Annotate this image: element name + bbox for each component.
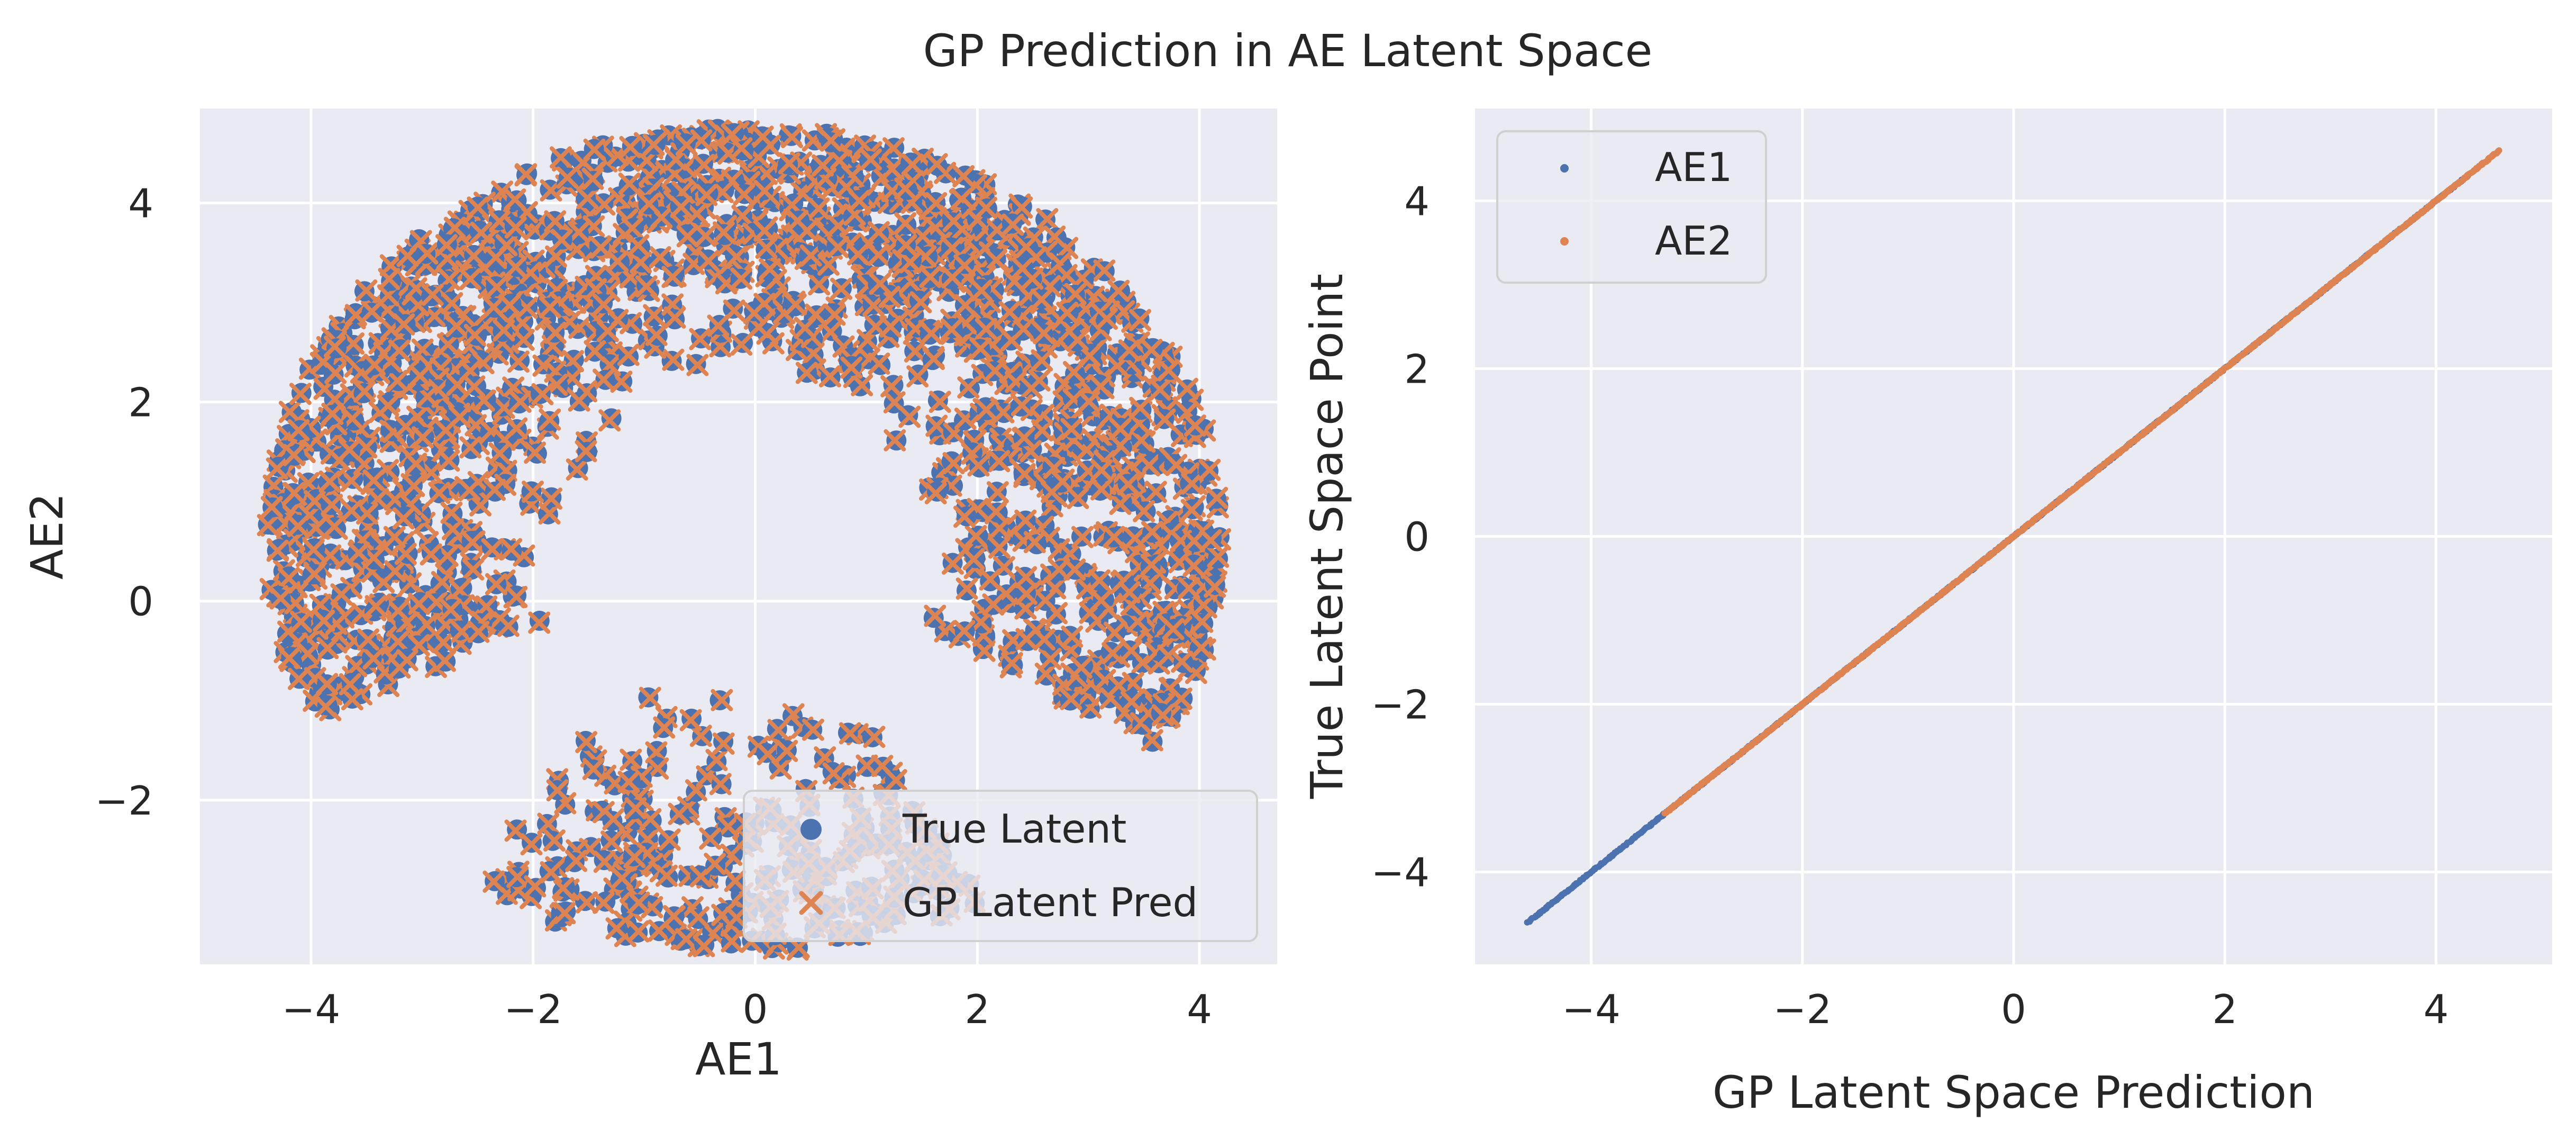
gp-latent-pred-point bbox=[639, 686, 661, 709]
gp-latent-pred-point bbox=[537, 812, 560, 835]
gp-latent-pred-point bbox=[1141, 729, 1163, 752]
gp-latent-pred-point bbox=[507, 350, 530, 373]
gp-latent-pred-point bbox=[904, 340, 926, 363]
gp-latent-pred-point bbox=[316, 637, 339, 659]
gp-latent-pred-point bbox=[925, 414, 948, 437]
gp-latent-pred-point bbox=[1093, 259, 1116, 282]
gp-latent-pred-point bbox=[1109, 493, 1132, 515]
latent-scatter-x-ticks: −4 −2 0 2 4 bbox=[282, 986, 1212, 1033]
gp-latent-pred-point bbox=[694, 224, 717, 247]
gp-latent-pred-point bbox=[362, 469, 385, 492]
latent-scatter-y-tick-label: 0 bbox=[128, 578, 153, 625]
gp-latent-pred-point bbox=[1031, 349, 1053, 372]
gp-latent-pred-point bbox=[619, 266, 642, 289]
gp-latent-pred-point bbox=[808, 273, 831, 296]
gp-latent-pred-point bbox=[257, 514, 279, 537]
gp-latent-pred-point bbox=[867, 243, 890, 266]
latent-scatter-x-tick-label: −4 bbox=[282, 986, 341, 1033]
gp-latent-pred-point bbox=[593, 368, 615, 391]
gp-latent-pred-point bbox=[461, 531, 484, 554]
latent-scatter-x-tick-label: −2 bbox=[504, 986, 562, 1033]
gp-latent-pred-point bbox=[730, 333, 753, 356]
gp-latent-pred-point bbox=[610, 370, 633, 393]
legend-marker-true-latent bbox=[800, 819, 822, 840]
gp-latent-pred-point bbox=[884, 429, 906, 451]
gp-latent-pred-point bbox=[433, 649, 456, 672]
gp-latent-pred-point bbox=[942, 452, 965, 475]
latent-scatter-y-tick-label: 2 bbox=[128, 379, 153, 426]
gp-latent-pred-point bbox=[639, 808, 662, 830]
gp-latent-pred-point bbox=[436, 544, 459, 567]
figure-title: GP Prediction in AE Latent Space bbox=[923, 25, 1653, 77]
gp-latent-pred-point bbox=[515, 163, 538, 186]
latent-scatter-y-tick-label: −2 bbox=[95, 778, 153, 824]
gp-latent-pred-point bbox=[868, 221, 890, 243]
gp-latent-pred-point bbox=[818, 365, 841, 387]
gp-latent-pred-point bbox=[687, 906, 709, 929]
gp-latent-pred-point bbox=[711, 689, 733, 711]
gp-latent-pred-point bbox=[582, 758, 605, 780]
legend-label-true-latent: True Latent bbox=[902, 806, 1126, 852]
gp-latent-pred-point bbox=[863, 726, 886, 748]
latent-scatter-y-ticks: −2 0 2 4 bbox=[95, 180, 153, 824]
gp-latent-pred-point bbox=[1089, 375, 1112, 397]
gp-latent-pred-point bbox=[512, 329, 535, 351]
latent-scatter-x-tick-label: 4 bbox=[1187, 986, 1212, 1033]
gp-latent-pred-point bbox=[289, 383, 312, 405]
gp-latent-pred-point bbox=[1120, 639, 1143, 662]
gp-latent-pred-point bbox=[576, 891, 598, 914]
gp-latent-pred-point bbox=[394, 543, 417, 565]
gp-latent-pred-point bbox=[1184, 414, 1206, 437]
gp-latent-pred-point bbox=[1149, 378, 1171, 401]
latent-scatter-x-axis-label: AE1 bbox=[695, 1033, 782, 1085]
gp-latent-pred-point bbox=[689, 725, 712, 747]
latent-scatter-x-tick-label: 0 bbox=[743, 986, 768, 1033]
latent-scatter-points bbox=[257, 119, 1232, 961]
gp-latent-pred-point bbox=[898, 405, 921, 428]
latent-scatter-y-axis-label: AE2 bbox=[21, 493, 73, 580]
gp-latent-pred-point bbox=[925, 153, 948, 176]
gp-latent-pred-point bbox=[524, 441, 547, 464]
latent-scatter-x-tick-label: 2 bbox=[964, 986, 990, 1033]
gp-latent-pred-point bbox=[1036, 208, 1059, 231]
gp-latent-pred-point bbox=[528, 611, 551, 634]
gp-latent-pred-point bbox=[1043, 225, 1066, 248]
gp-latent-pred-point bbox=[647, 757, 669, 780]
gp-latent-pred-point bbox=[428, 482, 451, 504]
gp-latent-pred-point bbox=[731, 204, 754, 227]
gp-latent-pred-point bbox=[689, 328, 712, 350]
gp-latent-pred-point bbox=[1176, 377, 1198, 400]
gp-latent-pred-point bbox=[767, 719, 790, 742]
gp-latent-pred-point bbox=[384, 560, 406, 583]
latent-scatter-legend: True Latent GP Latent Pred bbox=[743, 790, 1258, 942]
gp-latent-pred-point bbox=[830, 277, 853, 300]
gp-latent-pred-point bbox=[662, 348, 685, 371]
gp-latent-pred-point bbox=[942, 552, 964, 575]
legend-label-gp-latent-pred: GP Latent Pred bbox=[903, 879, 1198, 926]
gp-latent-pred-point bbox=[1144, 481, 1167, 503]
gp-latent-pred-point bbox=[575, 731, 598, 754]
gp-latent-pred-point bbox=[721, 930, 743, 953]
gp-latent-pred-point bbox=[1000, 652, 1023, 674]
gp-latent-pred-point bbox=[420, 543, 442, 566]
gp-latent-pred-point bbox=[668, 802, 690, 825]
latent-scatter-axes: −4 −2 0 2 4 −2 0 2 4 AE1 AE2 True Latent GP Lat… bbox=[21, 109, 1277, 1085]
gp-latent-pred-point bbox=[679, 709, 702, 731]
gp-latent-pred-point bbox=[441, 518, 464, 540]
gp-latent-pred-point bbox=[620, 748, 642, 771]
gp-latent-pred-point bbox=[1206, 486, 1228, 509]
gp-latent-pred-point bbox=[462, 558, 485, 581]
gp-latent-pred-point bbox=[483, 870, 505, 893]
gp-latent-pred-point bbox=[296, 643, 319, 665]
gp-latent-pred-point bbox=[432, 631, 455, 654]
latent-scatter-y-tick-label: 4 bbox=[128, 180, 153, 227]
gp-latent-pred-point bbox=[600, 830, 623, 853]
gp-latent-pred-point bbox=[957, 376, 980, 399]
